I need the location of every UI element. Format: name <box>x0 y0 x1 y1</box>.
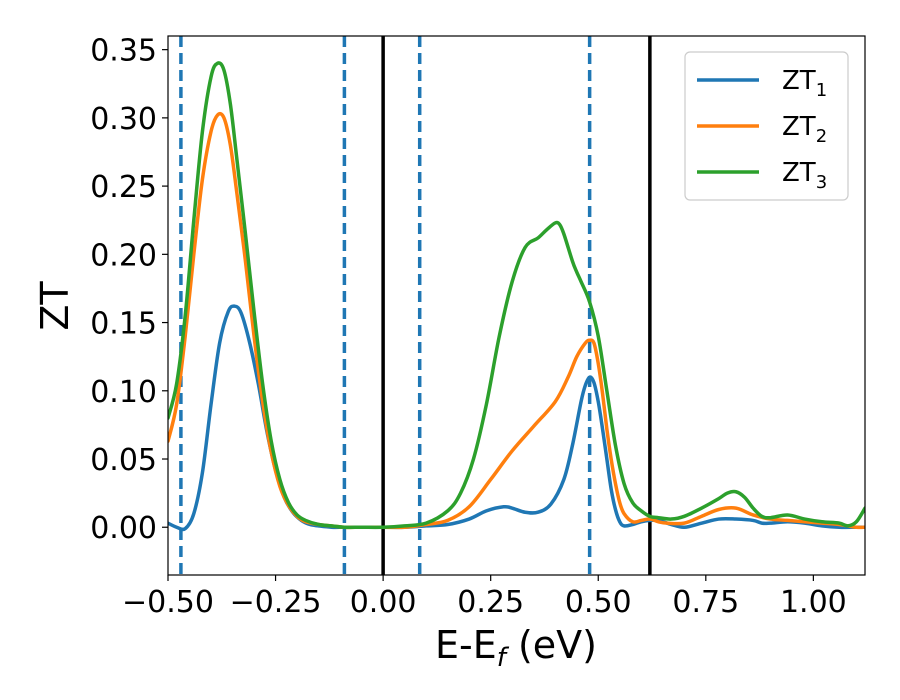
legend-label-zt1: ZT1 <box>782 66 827 101</box>
x-axis-label: E-Ef (eV) <box>435 623 597 673</box>
x-tick-label: −0.25 <box>230 585 322 620</box>
legend: ZT1 ZT2 ZT3 <box>684 51 849 201</box>
y-tick-label: 0.35 <box>90 34 157 69</box>
legend-box <box>684 51 849 201</box>
y-tick-label: 0.30 <box>90 102 157 137</box>
x-tick-label: 0.25 <box>457 585 524 620</box>
x-tick-label: 0.00 <box>350 585 417 620</box>
series-layer <box>168 61 865 532</box>
x-tick-label: 1.00 <box>780 585 847 620</box>
x-tick-label: 0.50 <box>565 585 632 620</box>
y-tick-label: 0.15 <box>90 307 157 342</box>
reference-vlines <box>179 36 652 575</box>
x-tick-label: 0.75 <box>672 585 739 620</box>
legend-label-zt2: ZT2 <box>782 112 827 147</box>
x-axis-ticks: −0.50 −0.25 0.00 0.25 0.50 0.75 1.00 <box>122 575 847 620</box>
series-line-zt1 <box>168 304 865 532</box>
x-tick-label: −0.50 <box>122 585 214 620</box>
y-tick-label: 0.25 <box>90 170 157 205</box>
x-axis-label-unit <box>506 623 518 667</box>
series-line-zt3 <box>168 61 865 530</box>
y-tick-label: 0.00 <box>90 511 157 546</box>
y-tick-label: 0.20 <box>90 238 157 273</box>
y-tick-label: 0.05 <box>90 443 157 478</box>
legend-label-zt3: ZT3 <box>782 158 827 193</box>
y-tick-label: 0.10 <box>90 375 157 410</box>
series-line-zt2 <box>168 111 865 530</box>
plot-frame <box>167 35 866 576</box>
y-axis-ticks: 0.00 0.05 0.10 0.15 0.20 0.25 0.30 0.35 <box>90 34 168 546</box>
y-axis-label: ZT <box>33 281 77 331</box>
